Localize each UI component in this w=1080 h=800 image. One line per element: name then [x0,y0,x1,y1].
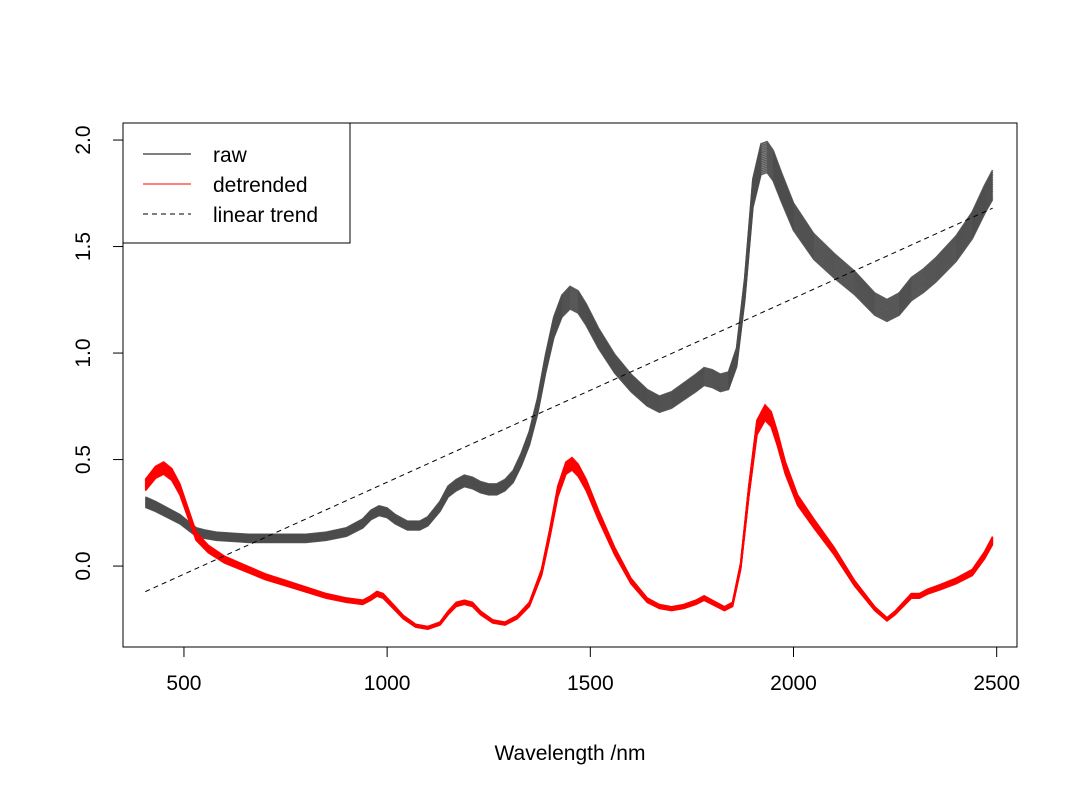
x-tick-label-2000: 2000 [770,672,817,695]
x-tick-label-1000: 1000 [364,672,411,695]
y-tick-label-1.0: 1.0 [72,338,95,367]
x-tick-label-500: 500 [166,672,201,695]
legend-label-raw: raw [213,144,248,167]
y-tick-label-1.5: 1.5 [72,232,95,261]
legend-label-linear-trend: linear trend [213,204,318,227]
x-axis-label: Wavelength /nm [495,742,646,765]
series-line-linear-trend [145,207,993,593]
y-tick-label-0.0: 0.0 [72,551,95,580]
x-tick-label-1500: 1500 [567,672,614,695]
y-tick-label-2.0: 2.0 [72,125,95,154]
series-line-raw-17 [145,140,994,536]
series-line-detrended-17 [144,403,994,628]
legend-box [122,122,351,244]
legend: raw detrended linear trend [122,122,351,244]
legend-label-detrended: detrended [213,174,308,197]
series-group [144,140,994,630]
x-tick-label-2500: 2500 [973,672,1020,695]
y-tick-label-0.5: 0.5 [72,445,95,474]
series-layer [144,140,994,630]
